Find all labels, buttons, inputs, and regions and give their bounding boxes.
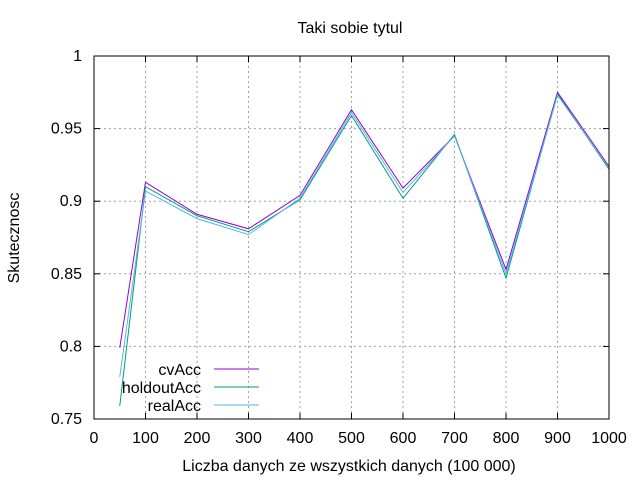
chart-title: Taki sobie tytul (298, 20, 403, 37)
x-tick-label: 500 (338, 430, 365, 447)
x-axis-label: Liczba danych ze wszystkich danych (100 … (182, 458, 516, 475)
y-tick-label: 0.95 (51, 121, 82, 138)
x-tick-label: 300 (235, 430, 262, 447)
legend-label: realAcc (148, 398, 201, 415)
x-tick-label: 0 (90, 430, 99, 447)
x-tick-label: 700 (441, 430, 468, 447)
y-axis-label: Skutecznosc (6, 193, 23, 284)
series-line-holdoutAcc (119, 92, 610, 406)
y-tick-label: 0.9 (60, 193, 82, 210)
series-line-cvAcc (119, 91, 610, 348)
legend-label: holdoutAcc (122, 380, 201, 397)
x-tick-label: 600 (390, 430, 417, 447)
x-tick-label: 800 (493, 430, 520, 447)
y-tick-label: 0.8 (60, 338, 82, 355)
x-tick-label: 1000 (591, 430, 627, 447)
x-tick-label: 900 (544, 430, 571, 447)
series-line-realAcc (119, 94, 610, 377)
grid-lines (94, 56, 609, 419)
x-tick-label: 200 (184, 430, 211, 447)
y-tick-label: 0.75 (51, 411, 82, 428)
y-tick-label: 1 (73, 48, 82, 65)
x-tick-label: 100 (132, 430, 159, 447)
legend-label: cvAcc (158, 362, 201, 379)
tick-labels: 0 100 200 300 400 500 600 700 800 900 1000 0.75 0.8 0… (51, 48, 627, 447)
axis-ticks (93, 55, 610, 420)
y-tick-label: 0.85 (51, 266, 82, 283)
series-lines (119, 91, 610, 406)
x-tick-label: 400 (287, 430, 314, 447)
